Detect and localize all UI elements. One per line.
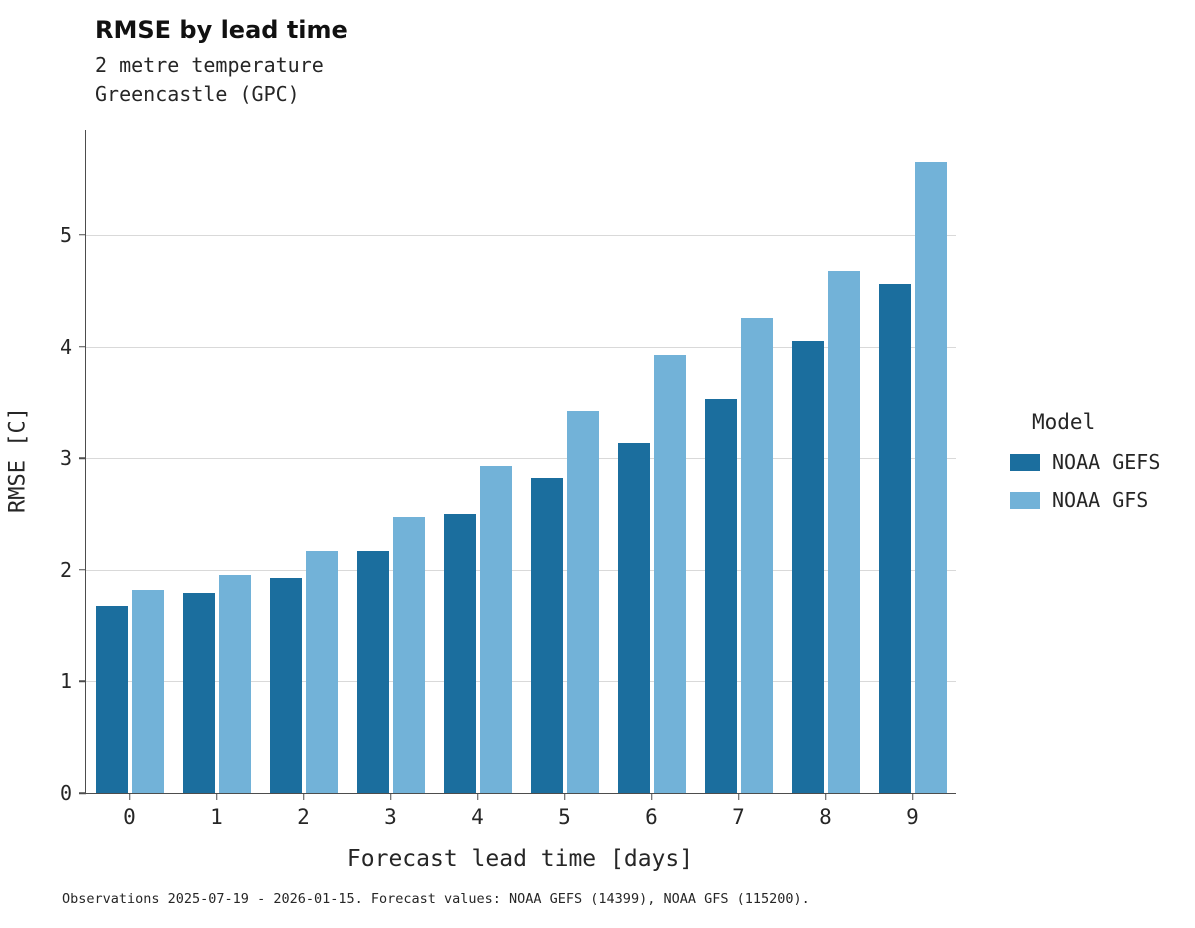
- caption: Observations 2025-07-19 - 2026-01-15. Fo…: [62, 891, 810, 907]
- y-axis-label: RMSE [C]: [5, 407, 31, 513]
- x-tick-mark: [737, 793, 740, 800]
- legend-entry: NOAA GFS: [1010, 488, 1160, 512]
- x-tick-mark: [128, 793, 131, 800]
- bar-noaa-gfs: [131, 589, 164, 793]
- y-tick-label: 1: [59, 669, 72, 694]
- bar-noaa-gefs: [530, 478, 563, 793]
- gridline: [86, 681, 956, 683]
- chart-subtitle-line1: 2 metre temperature: [95, 53, 324, 77]
- x-tick-label: 2: [297, 805, 310, 829]
- x-tick-mark: [824, 793, 827, 800]
- bar-noaa-gfs: [218, 575, 251, 793]
- x-tick-mark: [302, 793, 305, 800]
- y-tick-label: 2: [59, 557, 72, 582]
- y-tick-label: 3: [59, 446, 72, 471]
- bar-noaa-gefs: [356, 550, 389, 793]
- plot-area: 0 1 2 3 4 5 0 1 2 3 4 5 6 7 8 9: [60, 130, 956, 829]
- bar-noaa-gfs: [479, 465, 512, 793]
- x-tick-label: 9: [906, 805, 919, 829]
- x-tick-label: 5: [558, 805, 571, 829]
- x-tick-label: 0: [123, 805, 136, 829]
- legend-title: Model: [1032, 410, 1096, 434]
- bar-noaa-gfs: [653, 355, 686, 793]
- bar-noaa-gefs: [182, 593, 215, 793]
- bar-noaa-gefs: [443, 513, 476, 793]
- gridline: [86, 346, 956, 348]
- x-tick-label: 7: [732, 805, 745, 829]
- bar-noaa-gefs: [704, 399, 737, 793]
- y-tick-mark: [79, 234, 86, 236]
- y-tick-label: 4: [59, 334, 72, 359]
- gridline: [86, 234, 956, 236]
- y-tick-mark: [79, 457, 86, 459]
- bar-noaa-gefs: [791, 340, 824, 793]
- chart-subtitle-line2: Greencastle (GPC): [95, 82, 300, 106]
- x-tick-mark: [476, 793, 479, 800]
- y-tick-mark: [79, 792, 86, 794]
- bar-noaa-gefs: [269, 577, 302, 793]
- y-tick-mark: [79, 569, 86, 571]
- bar-noaa-gfs: [305, 550, 338, 793]
- y-tick-mark: [79, 345, 86, 348]
- x-tick-label: 8: [819, 805, 832, 829]
- bar-noaa-gfs: [392, 517, 425, 793]
- bar-noaa-gfs: [827, 270, 860, 793]
- legend-entry: NOAA GEFS: [1010, 450, 1160, 474]
- gridline: [86, 569, 956, 571]
- legend-swatch: [1010, 453, 1040, 471]
- y-tick-label: 0: [59, 781, 72, 805]
- bar-noaa-gfs: [740, 317, 773, 793]
- x-tick-mark: [563, 793, 566, 800]
- x-tick-mark: [389, 793, 392, 800]
- bar-noaa-gefs: [95, 605, 128, 793]
- x-tick-label: 6: [645, 805, 658, 829]
- x-tick-label: 4: [471, 805, 484, 829]
- bar-noaa-gefs: [617, 442, 650, 793]
- bar-noaa-gfs: [566, 411, 599, 793]
- x-tick-mark: [215, 793, 218, 800]
- legend-entries: NOAA GEFS NOAA GFS: [1010, 450, 1160, 512]
- x-tick-label: 3: [384, 805, 397, 829]
- legend-label: NOAA GFS: [1052, 488, 1149, 512]
- x-tick-mark: [911, 793, 914, 800]
- bar-noaa-gefs: [878, 284, 911, 793]
- y-tick-label: 5: [59, 222, 72, 247]
- chart-title: RMSE by lead time: [95, 16, 348, 44]
- x-tick-mark: [650, 793, 653, 800]
- gridline: [86, 458, 956, 460]
- legend-swatch: [1010, 491, 1040, 509]
- legend-label: NOAA GEFS: [1052, 450, 1161, 474]
- bar-noaa-gfs: [914, 162, 947, 793]
- x-tick-label: 1: [210, 805, 223, 829]
- x-axis-label: Forecast lead time [days]: [346, 846, 694, 872]
- y-tick-mark: [79, 680, 86, 683]
- legend: Model NOAA GEFS NOAA GFS: [1010, 410, 1160, 526]
